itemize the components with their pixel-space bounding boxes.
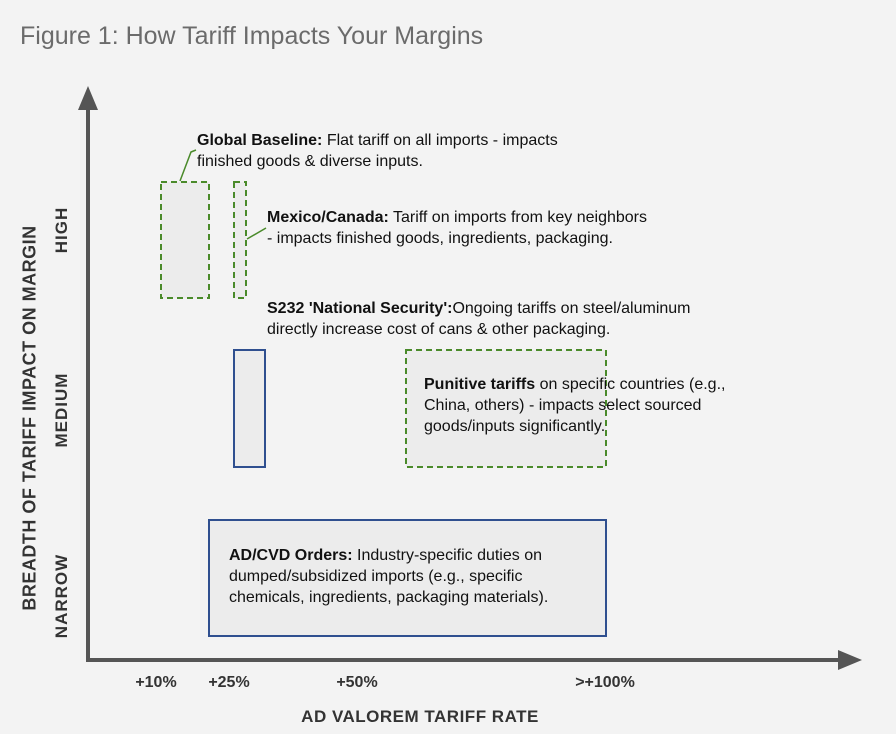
- note-adcvd: AD/CVD Orders: Industry-specific duties …: [229, 545, 548, 608]
- note-mexico-canada-line2: - impacts finished goods, ingredients, p…: [267, 230, 613, 247]
- region-mexico-canada: [233, 181, 247, 299]
- note-punitive-heading: Punitive tariffs: [424, 376, 536, 393]
- leader-global-baseline: [179, 149, 197, 182]
- region-global-baseline: [160, 181, 210, 299]
- note-punitive-line1: on specific countries (e.g.,: [535, 376, 726, 393]
- note-global-baseline: Global Baseline: Flat tariff on all impo…: [197, 130, 558, 172]
- note-global-baseline-heading: Global Baseline:: [197, 132, 323, 149]
- note-s232-line2: directly increase cost of cans & other p…: [267, 321, 611, 338]
- note-punitive-line3: goods/inputs significantly.: [424, 418, 606, 435]
- x-tick-10: +10%: [135, 674, 177, 691]
- x-tick-25: +25%: [208, 674, 250, 691]
- region-s232: [233, 349, 266, 468]
- note-mexico-canada: Mexico/Canada: Tariff on imports from ke…: [267, 207, 647, 249]
- note-adcvd-heading: AD/CVD Orders:: [229, 547, 353, 564]
- x-axis-arrow: [838, 650, 862, 670]
- note-global-baseline-line1: Flat tariff on all imports - impacts: [322, 132, 558, 149]
- note-punitive: Punitive tariffs on specific countries (…: [424, 374, 725, 437]
- note-s232: S232 'National Security':Ongoing tariffs…: [267, 298, 691, 340]
- note-mexico-canada-line1: Tariff on imports from key neighbors: [388, 209, 647, 226]
- x-axis-label: AD VALOREM TARIFF RATE: [301, 707, 539, 726]
- note-global-baseline-line2: finished goods & diverse inputs.: [197, 153, 423, 170]
- region-punitive: [405, 349, 607, 468]
- note-adcvd-line2: dumped/subsidized imports (e.g., specifi…: [229, 568, 523, 585]
- y-tick-medium: MEDIUM: [52, 372, 71, 448]
- x-tick-50: +50%: [336, 674, 378, 691]
- note-s232-heading: S232 'National Security':: [267, 300, 453, 317]
- note-punitive-line2: China, others) - impacts select sourced: [424, 397, 702, 414]
- y-tick-high: HIGH: [52, 206, 71, 254]
- y-tick-narrow: NARROW: [52, 553, 71, 639]
- note-adcvd-line1: Industry-specific duties on: [352, 547, 542, 564]
- note-adcvd-line3: chemicals, ingredients, packaging materi…: [229, 589, 549, 606]
- y-axis-label: BREADTH OF TARIFF IMPACT ON MARGIN: [19, 225, 40, 611]
- figure-title: Figure 1: How Tariff Impacts Your Margin…: [20, 22, 484, 50]
- x-tick-100: >+100%: [575, 674, 635, 691]
- note-mexico-canada-heading: Mexico/Canada:: [267, 209, 389, 226]
- y-axis-arrow: [78, 86, 98, 110]
- note-s232-line1: Ongoing tariffs on steel/aluminum: [452, 300, 691, 317]
- leader-mexico-canada: [246, 227, 267, 240]
- region-adcvd: [208, 519, 607, 637]
